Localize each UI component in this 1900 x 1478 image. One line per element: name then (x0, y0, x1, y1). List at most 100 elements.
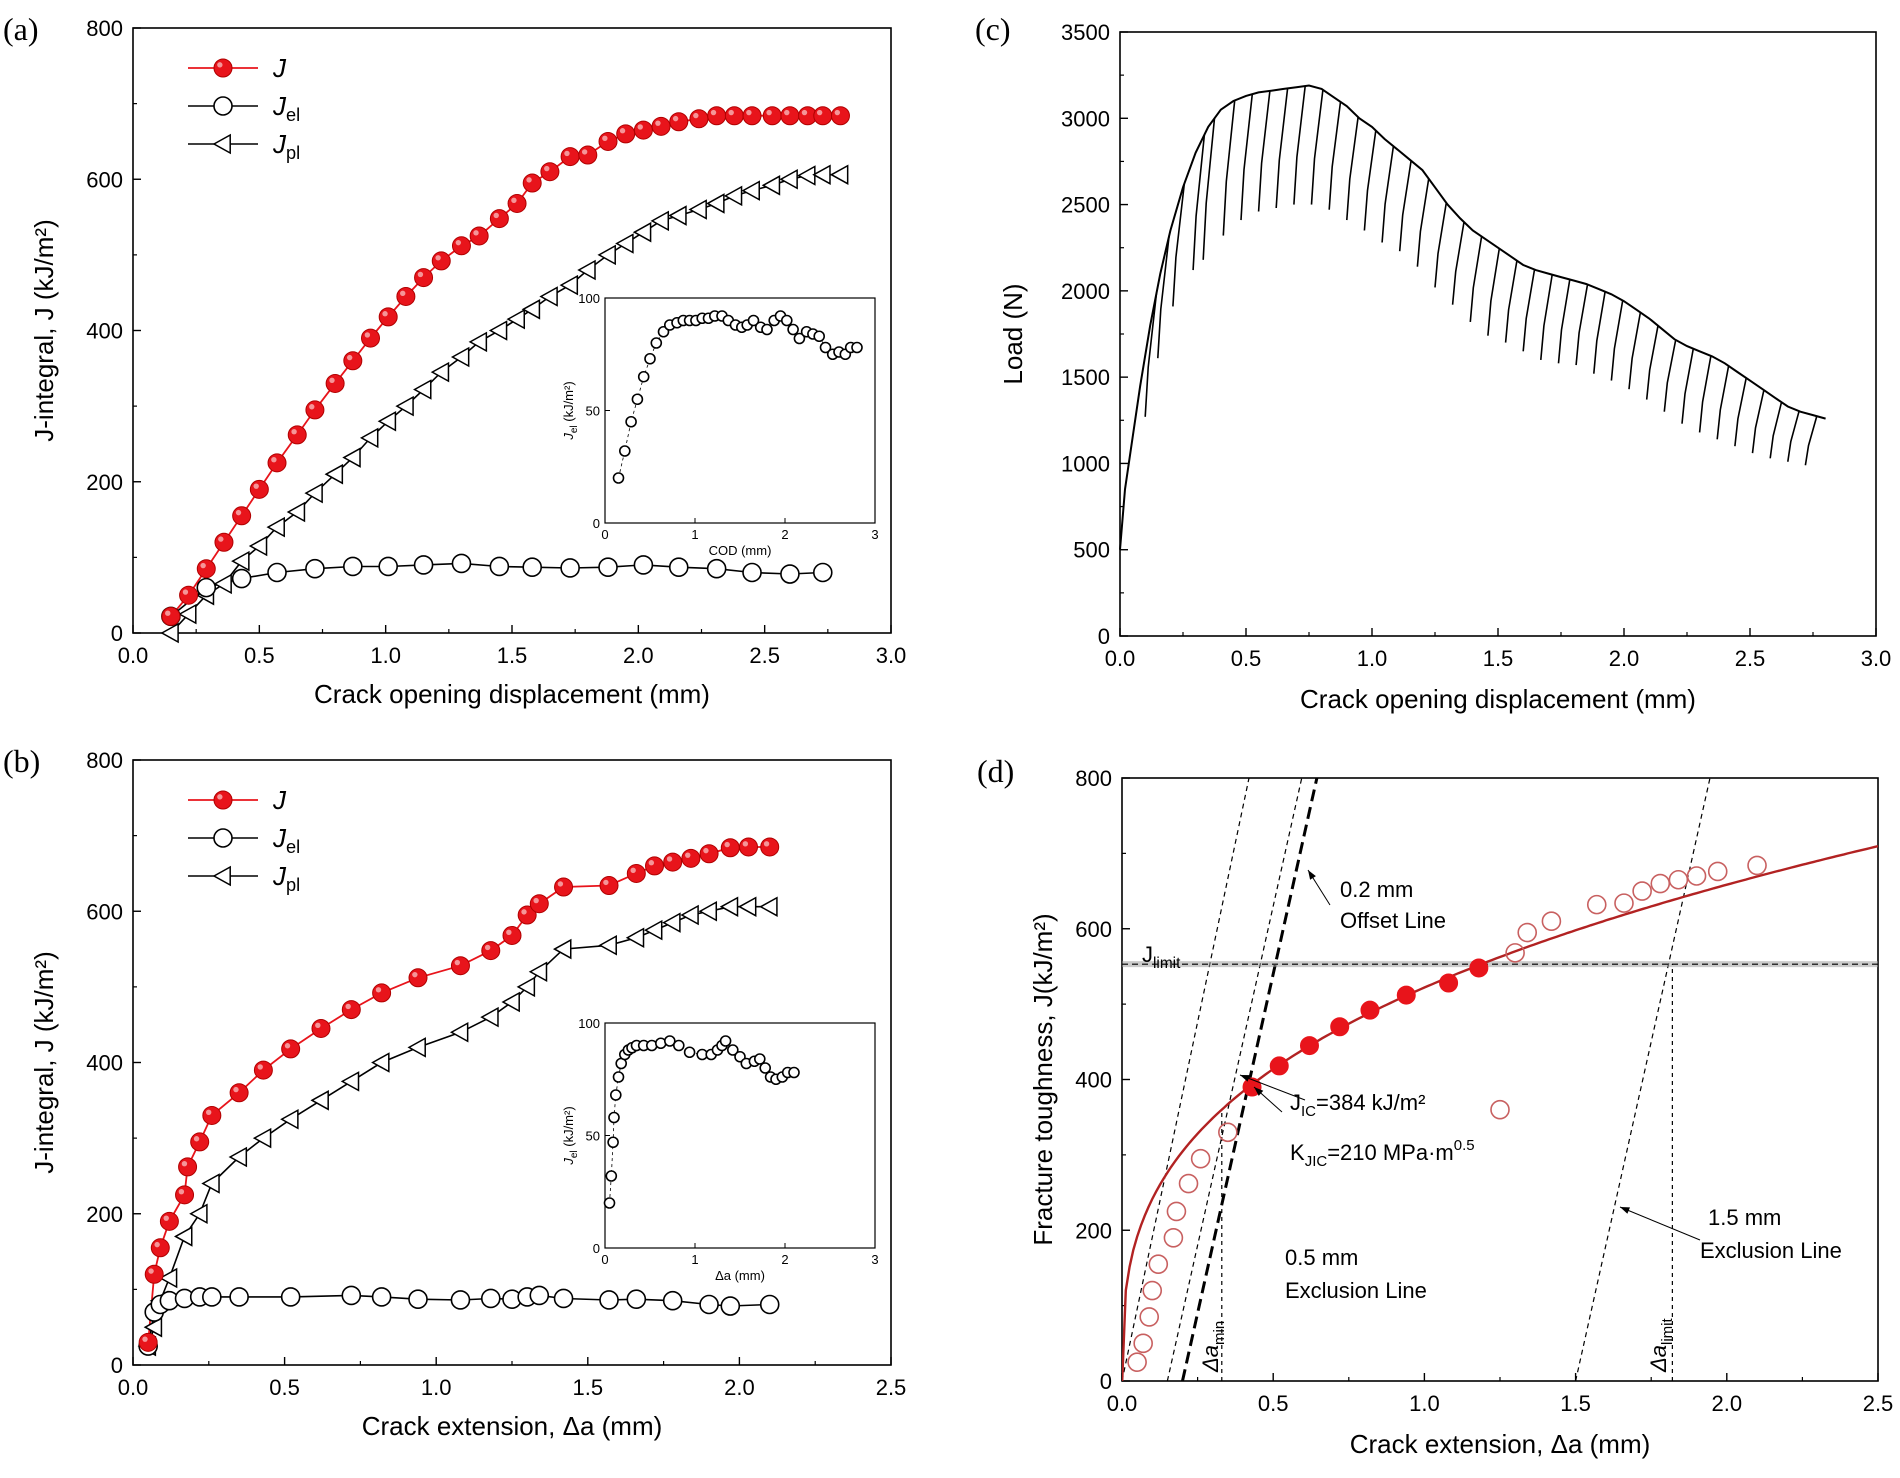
inset-point (753, 1053, 766, 1065)
inset-point (612, 472, 625, 484)
jel-point (706, 558, 727, 579)
jpl-point (280, 1108, 299, 1130)
jpl-point (395, 395, 414, 417)
inset-point (631, 393, 644, 406)
unload-curve (1293, 85, 1306, 205)
y-tick-label: 1500 (1061, 365, 1110, 390)
unload-curve (1240, 94, 1254, 221)
jpl-point (668, 205, 687, 226)
x-tick-label: 0.0 (118, 1375, 149, 1400)
unload-curve (1540, 274, 1553, 360)
jel-point (451, 553, 472, 574)
unload-curve (1575, 284, 1589, 366)
j-point (599, 876, 619, 896)
j-point-highlight (142, 1336, 148, 1342)
x-tick-label: 3.0 (876, 643, 907, 668)
j-point (343, 351, 363, 371)
excluded-point (1127, 1352, 1147, 1372)
j-point (663, 852, 683, 872)
jpl-point (213, 573, 232, 595)
excluded-point (1178, 1173, 1199, 1194)
j-point-highlight (693, 112, 699, 119)
excl05-arrow (1239, 1074, 1306, 1101)
j-point-highlight (619, 128, 626, 134)
j-point-highlight (784, 109, 790, 116)
jpl-point (632, 221, 652, 243)
jel-point (626, 1289, 647, 1310)
inset-point (625, 415, 637, 428)
jel-point (553, 1288, 574, 1309)
inset-point (608, 1111, 620, 1124)
j-point (214, 532, 234, 552)
j-point (669, 112, 689, 132)
j-point-highlight (728, 109, 734, 116)
j-point (762, 106, 782, 126)
inset-point (607, 1136, 619, 1149)
jel-point (280, 1287, 301, 1307)
jpl-point (723, 185, 743, 207)
jel-point (450, 1290, 471, 1310)
jpl-point (539, 286, 558, 307)
j-point-highlight (473, 230, 479, 236)
x-tick-label: 2.0 (1712, 1391, 1743, 1416)
j-point-highlight (685, 852, 691, 858)
j-point (724, 106, 744, 126)
excl15-label-1: 1.5 mm (1708, 1205, 1781, 1230)
excl15-label-2: Exclusion Line (1700, 1238, 1842, 1263)
unload-curve (1328, 101, 1342, 210)
inset-y-title-main: J (561, 1158, 576, 1166)
y-tick-label: 800 (1075, 766, 1112, 791)
panel-c: 0.0 0.5 1.0 1.5 2.0 2.5 3.0 0 500 1000 1500 2000 250… (975, 11, 1891, 714)
j-point-highlight (271, 456, 277, 463)
legend-label-1: Jel (272, 91, 300, 125)
jpl-point (597, 244, 616, 266)
jpl-point (304, 482, 323, 504)
x-tick-label: 1.0 (1357, 646, 1388, 671)
x-tick-label: 1.5 (497, 643, 528, 668)
excluded-point (1133, 1333, 1153, 1354)
x-tick-label: 0.0 (118, 643, 149, 668)
jel-point (560, 558, 580, 578)
inset-point (787, 323, 799, 336)
inset-point (813, 330, 826, 343)
jlimit-label-sub: limit (1153, 955, 1181, 972)
j-point-highlight (218, 536, 224, 542)
x-tick-label: 1.5 (1483, 646, 1514, 671)
inset-y-tick-label: 100 (578, 291, 600, 306)
unload-curve (1381, 146, 1395, 243)
j-point-highlight (581, 149, 588, 155)
inset-y-title-main: J (561, 433, 576, 441)
jic-label: JIC=384 kJ/m² (1290, 1090, 1425, 1120)
y-tick-label: 2000 (1061, 279, 1110, 304)
jel-point (229, 1287, 249, 1307)
j-point (681, 848, 701, 868)
j-point-highlight (557, 881, 564, 887)
jel-point (759, 1294, 780, 1315)
unload-curve (1787, 410, 1800, 462)
inset-y-tick-label: 50 (586, 404, 600, 419)
plot-area (1122, 778, 1878, 1381)
jel-point (341, 1285, 362, 1306)
j-point (178, 1157, 198, 1177)
j-point-highlight (412, 971, 418, 978)
jel-point (522, 557, 543, 578)
j-point (378, 307, 398, 327)
jpl-point (160, 622, 179, 644)
inset-point (650, 337, 663, 349)
j-point (408, 968, 428, 988)
excl05-label-2: Exclusion Line (1285, 1278, 1427, 1303)
excluded-point (1614, 893, 1634, 913)
j-point-highlight (205, 1109, 212, 1115)
jel-point (633, 555, 654, 575)
j-point-highlight (766, 109, 772, 116)
y-tick-label: 600 (1075, 917, 1112, 942)
jpl-point (189, 1203, 208, 1225)
j-point (451, 236, 471, 256)
unload-curve (1310, 89, 1324, 205)
inset-y-title-unit: (kJ/m²) (561, 1106, 576, 1150)
j-point (598, 131, 618, 151)
legend-j-marker (213, 58, 233, 78)
jpl-point (480, 1006, 499, 1028)
unload-curve (1487, 248, 1501, 336)
y-tick-label: 800 (86, 748, 123, 773)
